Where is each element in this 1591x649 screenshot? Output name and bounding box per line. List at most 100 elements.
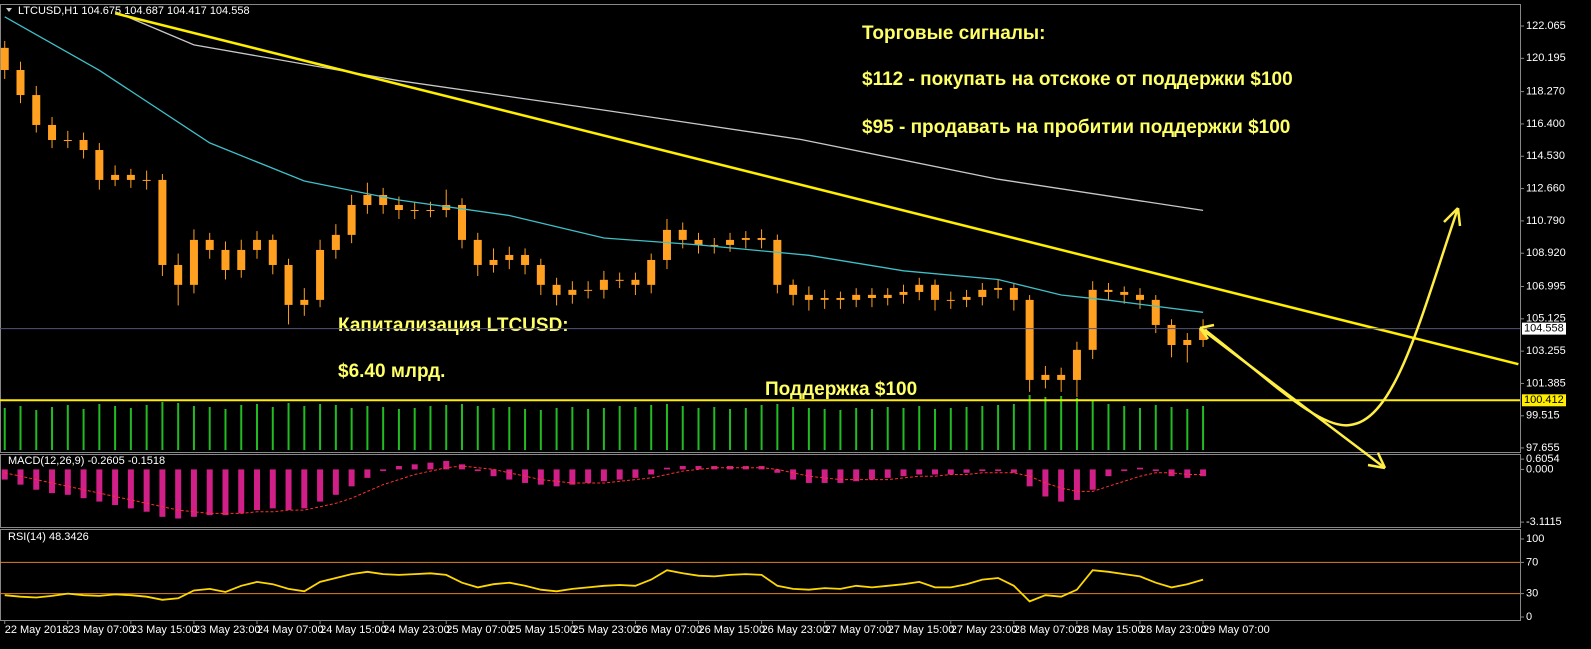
x-tick-label: 27 May 07:00 <box>825 624 892 636</box>
arrow-back <box>1198 323 1215 340</box>
candle-body <box>552 284 561 295</box>
candle <box>505 246 514 270</box>
macd-bar <box>112 469 119 505</box>
macd-bar <box>1089 469 1096 490</box>
y-tick-label: 112.660 <box>1526 182 1565 194</box>
macd-bar <box>1073 469 1080 500</box>
volume-bar <box>539 410 542 450</box>
volume-bar <box>382 407 385 450</box>
candle <box>363 182 372 214</box>
candle <box>316 239 325 308</box>
annotation: $95 - продавать на пробитии поддержки $1… <box>862 117 1290 138</box>
macd-bar <box>995 469 1002 472</box>
candle <box>237 239 246 278</box>
forecast-arrows <box>1198 207 1462 470</box>
candle <box>347 194 356 244</box>
volume-bar <box>1060 396 1063 450</box>
candle-body <box>741 238 750 240</box>
macd-bar <box>269 469 276 509</box>
volume-bar <box>1186 409 1189 450</box>
candle <box>16 61 25 104</box>
macd-bar <box>1137 467 1143 470</box>
volume-bar <box>1107 404 1110 450</box>
volume-bar <box>1170 407 1173 450</box>
y-tick-label: 0 <box>1526 611 1532 623</box>
macd-bar <box>821 469 828 483</box>
support-label: 100.412 <box>1524 394 1564 406</box>
candle <box>1041 365 1050 389</box>
volume-bar <box>650 405 653 450</box>
volume-bar <box>208 407 211 450</box>
volume-bar <box>98 404 101 450</box>
candle <box>0 40 9 79</box>
macd-bar <box>285 469 292 511</box>
macd-bar <box>774 469 781 473</box>
volume-bar <box>256 404 259 450</box>
y-tick-label: 118.270 <box>1526 86 1565 98</box>
candle <box>300 288 309 316</box>
candle-body <box>678 229 687 240</box>
volume-bar <box>460 404 463 450</box>
x-tick-label: 25 May 15:00 <box>509 624 576 636</box>
volume-bar <box>1012 404 1015 450</box>
volume-bar <box>1123 406 1126 450</box>
y-tick-label: 0.000 <box>1526 463 1554 475</box>
candle-body <box>442 204 451 211</box>
volume-bar <box>287 403 290 450</box>
candle <box>1136 288 1144 309</box>
volume-bar <box>981 406 984 450</box>
candle <box>757 229 766 249</box>
candle-body <box>1120 291 1129 295</box>
macd-bar <box>206 469 213 516</box>
volume-bar <box>350 408 353 450</box>
macd-bar <box>64 469 71 495</box>
candle-body <box>268 239 277 265</box>
volume-bar <box>618 406 621 450</box>
candle <box>599 270 608 299</box>
candle-body <box>174 264 183 285</box>
macd-bar <box>490 469 497 477</box>
candle-body <box>962 296 971 300</box>
candle-body <box>95 150 104 180</box>
chart-header: LTCUSD,H1 104.675 104.687 104.417 104.55… <box>18 5 250 17</box>
candle-body <box>978 289 987 297</box>
candle <box>584 281 593 299</box>
macd-bar <box>364 469 371 478</box>
candle-body <box>142 179 151 181</box>
candle <box>804 286 813 311</box>
macd-bar <box>947 469 954 475</box>
macd-bar <box>427 462 434 470</box>
x-tick-label: 26 May 07:00 <box>635 624 702 636</box>
macd-frame <box>0 454 1521 528</box>
candle-body <box>852 294 861 300</box>
macd-bar <box>1200 469 1207 477</box>
indicator-line <box>114 12 1519 366</box>
current-price-label: 104.558 <box>1524 323 1564 335</box>
candle <box>331 224 340 259</box>
macd-bar <box>474 469 481 472</box>
candle-body <box>521 254 530 265</box>
candle <box>1088 281 1097 360</box>
candle <box>126 168 135 188</box>
macd-bar <box>1184 469 1191 478</box>
candle <box>268 234 277 275</box>
candle <box>221 241 230 280</box>
volume-bar <box>902 408 905 450</box>
macd-bar <box>727 466 734 470</box>
volume-bar <box>366 406 369 450</box>
candle <box>379 187 388 214</box>
macd-bar <box>159 469 166 517</box>
menu-icon[interactable] <box>6 8 12 12</box>
x-tick-label: 28 May 23:00 <box>1140 624 1207 636</box>
candle-body <box>1009 287 1018 300</box>
rsi-line <box>4 569 1204 603</box>
volume-bar <box>634 407 637 450</box>
candle-body <box>536 264 545 285</box>
candle-body <box>300 299 309 305</box>
candle <box>726 232 735 252</box>
volume-bar <box>1202 406 1205 450</box>
volume-bar <box>397 409 400 450</box>
candle <box>946 291 955 309</box>
volume-bar <box>82 409 85 450</box>
candle-body <box>0 47 9 70</box>
